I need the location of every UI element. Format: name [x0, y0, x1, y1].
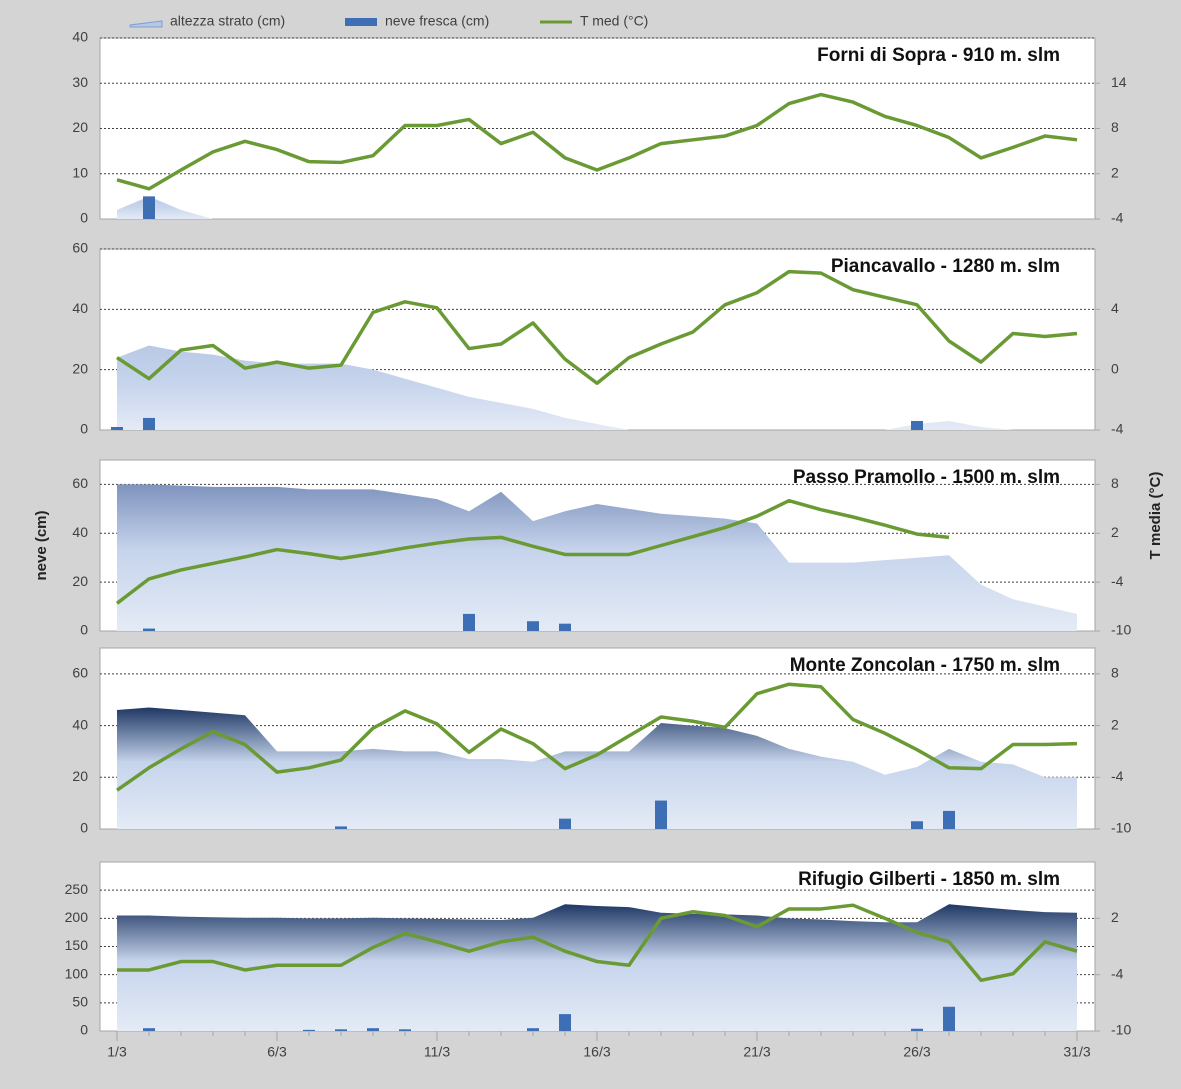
y2-tick-label: 8 [1111, 665, 1119, 681]
y-tick-label: 0 [80, 421, 88, 437]
temperature-line [116, 269, 1078, 385]
y2-tick-label: -4 [1111, 421, 1124, 437]
y-tick-label: 40 [72, 29, 88, 45]
y-tick-label: 200 [65, 909, 89, 925]
y2-tick-label: 2 [1111, 524, 1119, 540]
y-tick-label: 10 [72, 164, 88, 180]
temperature-line [115, 682, 1078, 792]
legend-label: T med (°C) [580, 13, 648, 29]
fresh-snow-bar [335, 1029, 347, 1031]
fresh-snow-bar [943, 810, 955, 829]
fresh-snow-bar [527, 621, 539, 631]
legend-swatch [345, 18, 377, 26]
y-tick-label: 60 [72, 240, 88, 256]
fresh-snow-bar [463, 613, 475, 631]
fresh-snow-bar [911, 420, 923, 430]
y2-tick-label: 2 [1111, 164, 1119, 180]
x-tick-label: 1/3 [107, 1044, 127, 1060]
panel-title: Rifugio Gilberti - 1850 m. slm [798, 869, 1060, 890]
y-tick-label: 0 [80, 622, 88, 638]
y-tick-label: 250 [65, 881, 89, 897]
fresh-snow-bar [911, 821, 923, 829]
fresh-snow-bar [143, 628, 155, 631]
fresh-snow-bar [143, 196, 155, 219]
y2-tick-label: -10 [1111, 1022, 1131, 1038]
y-axis-label: neve (cm) [33, 510, 50, 580]
fresh-snow-bar [303, 1029, 315, 1031]
y2-tick-label: -4 [1111, 768, 1124, 784]
panel-title: Passo Pramollo - 1500 m. slm [793, 467, 1060, 488]
fresh-snow-bar [527, 1028, 539, 1031]
y2-tick-label: 8 [1111, 119, 1119, 135]
panel-title: Forni di Sopra - 910 m. slm [817, 45, 1060, 66]
x-tick-label: 21/3 [743, 1044, 770, 1060]
y-tick-label: 0 [80, 210, 88, 226]
fresh-snow-bar [335, 826, 347, 829]
y2-tick-label: -4 [1111, 210, 1124, 226]
fresh-snow-bar [111, 426, 123, 430]
x-tick-label: 26/3 [903, 1044, 930, 1060]
fresh-snow-bar [559, 1014, 571, 1031]
y-tick-label: 20 [72, 360, 88, 376]
y2-tick-label: 8 [1111, 475, 1119, 491]
y2-tick-label: 2 [1111, 909, 1119, 925]
y-tick-label: 40 [72, 300, 88, 316]
temperature-line [116, 92, 1078, 191]
fresh-snow-bar [559, 818, 571, 829]
fresh-snow-bar [143, 1028, 155, 1031]
x-tick-label: 11/3 [424, 1044, 450, 1060]
snow-depth-area [117, 707, 1077, 829]
fresh-snow-bar [559, 623, 571, 631]
snow-depth-area [117, 904, 1077, 1031]
x-tick-label: 6/3 [267, 1044, 287, 1060]
panel-title: Piancavallo - 1280 m. slm [831, 256, 1060, 277]
y2-tick-label: 14 [1111, 74, 1127, 90]
y2-axis-label: T media (°C) [1147, 472, 1164, 560]
snow-depth-area [117, 345, 1077, 430]
legend-label: neve fresca (cm) [385, 13, 489, 29]
y-tick-label: 20 [72, 573, 88, 589]
panel-title: Monte Zoncolan - 1750 m. slm [790, 655, 1060, 676]
y-tick-label: 0 [80, 1022, 88, 1038]
y-tick-label: 100 [65, 965, 89, 981]
y2-tick-label: -4 [1111, 965, 1124, 981]
fresh-snow-bar [143, 417, 155, 430]
x-tick-label: 31/3 [1063, 1044, 1090, 1060]
temperature-line [115, 498, 950, 605]
y-tick-label: 150 [65, 937, 89, 953]
fresh-snow-bar [399, 1029, 411, 1031]
fresh-snow-bar [655, 800, 667, 829]
fresh-snow-bar [911, 1028, 923, 1031]
y2-tick-label: -10 [1111, 622, 1131, 638]
y-tick-label: 60 [72, 665, 88, 681]
temperature-line [117, 903, 1078, 983]
y2-tick-label: -10 [1111, 820, 1131, 836]
y-tick-label: 40 [72, 524, 88, 540]
legend-label: altezza strato (cm) [170, 13, 285, 29]
y-tick-label: 20 [72, 119, 88, 135]
y-tick-label: 0 [80, 820, 88, 836]
y2-tick-label: 4 [1111, 300, 1119, 316]
y2-tick-label: 2 [1111, 716, 1119, 732]
y2-tick-label: 0 [1111, 360, 1119, 376]
y-tick-label: 20 [72, 768, 88, 784]
legend-swatch [129, 20, 163, 28]
snow-depth-area [117, 484, 1077, 631]
y2-tick-label: -4 [1111, 573, 1124, 589]
y-tick-label: 60 [72, 475, 88, 491]
fresh-snow-bar [943, 1006, 955, 1031]
y-tick-label: 50 [72, 994, 88, 1010]
x-tick-label: 16/3 [583, 1044, 610, 1060]
y-tick-label: 30 [72, 74, 88, 90]
fresh-snow-bar [367, 1028, 379, 1031]
y-tick-label: 40 [72, 716, 88, 732]
